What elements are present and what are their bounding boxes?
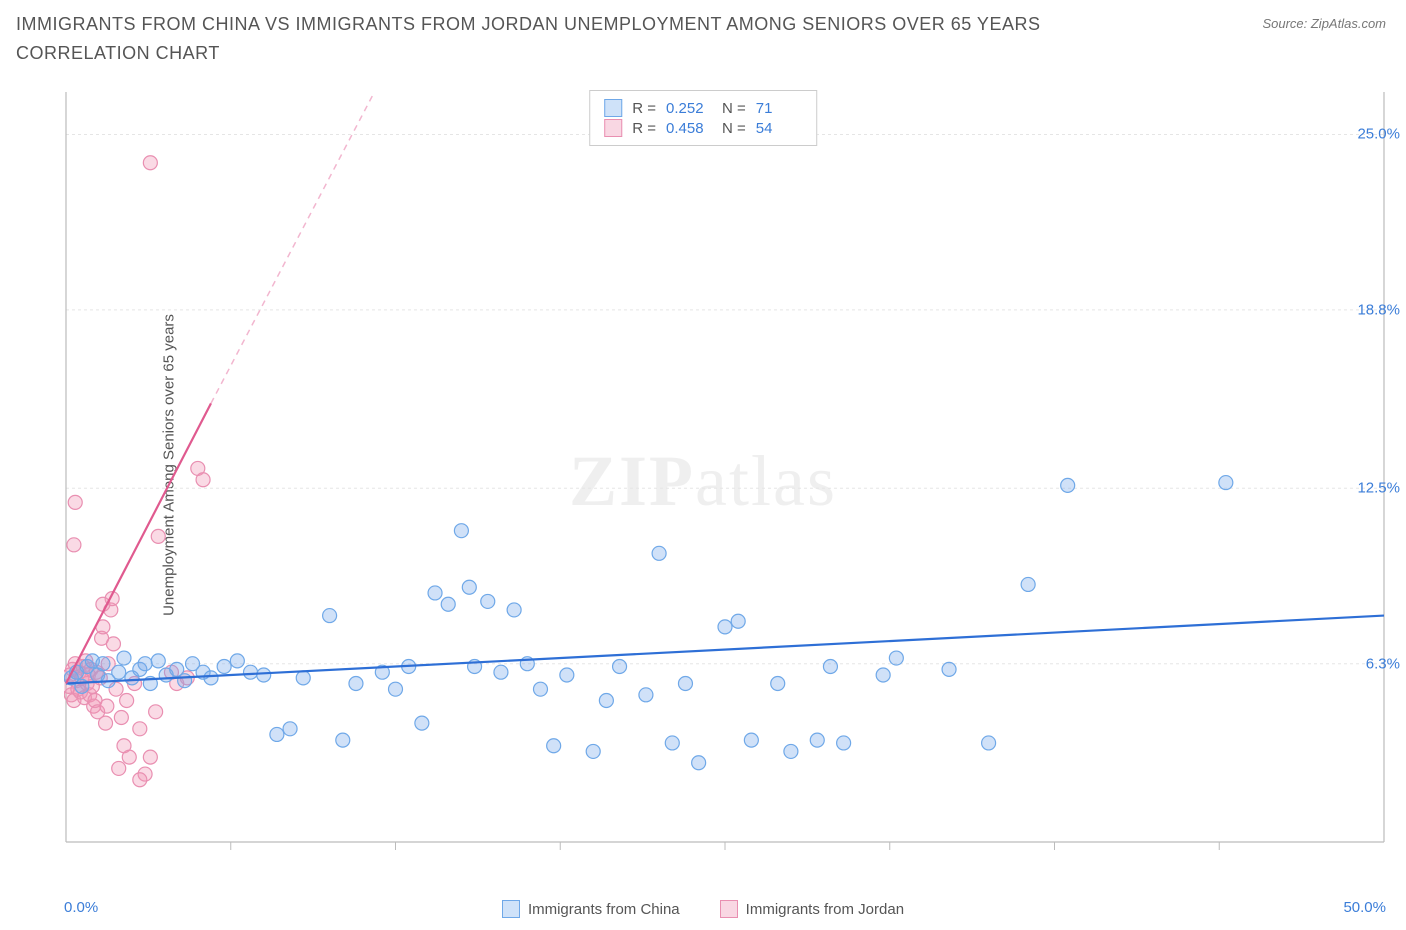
source-label: Source: ZipAtlas.com bbox=[1262, 16, 1386, 31]
x-axis-end-label: 50.0% bbox=[1343, 899, 1386, 916]
n-label: N = bbox=[722, 120, 746, 137]
chart-container: IMMIGRANTS FROM CHINA VS IMMIGRANTS FROM… bbox=[0, 0, 1406, 930]
n-label: N = bbox=[722, 100, 746, 117]
swatch-jordan-icon bbox=[720, 900, 738, 918]
y-tick-label: 25.0% bbox=[1357, 126, 1400, 143]
n-value-jordan: 54 bbox=[756, 120, 802, 137]
stats-row-jordan: R = 0.458 N = 54 bbox=[604, 119, 802, 137]
bottom-legend: Immigrants from China Immigrants from Jo… bbox=[0, 900, 1406, 918]
stats-row-china: R = 0.252 N = 71 bbox=[604, 99, 802, 117]
stats-legend-box: R = 0.252 N = 71 R = 0.458 N = 54 bbox=[589, 90, 817, 146]
y-tick-label: 6.3% bbox=[1366, 655, 1400, 672]
plot-area bbox=[64, 86, 1386, 866]
scatter-chart bbox=[64, 86, 1386, 866]
legend-label-china: Immigrants from China bbox=[528, 901, 680, 918]
title-row: IMMIGRANTS FROM CHINA VS IMMIGRANTS FROM… bbox=[16, 10, 1386, 68]
y-tick-label: 18.8% bbox=[1357, 301, 1400, 318]
r-value-jordan: 0.458 bbox=[666, 120, 712, 137]
swatch-china-icon bbox=[502, 900, 520, 918]
legend-item-china: Immigrants from China bbox=[502, 900, 680, 918]
r-value-china: 0.252 bbox=[666, 100, 712, 117]
legend-item-jordan: Immigrants from Jordan bbox=[720, 900, 904, 918]
r-label: R = bbox=[632, 120, 656, 137]
x-axis-start-label: 0.0% bbox=[64, 899, 98, 916]
y-tick-label: 12.5% bbox=[1357, 480, 1400, 497]
swatch-china-icon bbox=[604, 99, 622, 117]
r-label: R = bbox=[632, 100, 656, 117]
chart-title: IMMIGRANTS FROM CHINA VS IMMIGRANTS FROM… bbox=[16, 10, 1166, 68]
legend-label-jordan: Immigrants from Jordan bbox=[746, 901, 904, 918]
swatch-jordan-icon bbox=[604, 119, 622, 137]
n-value-china: 71 bbox=[756, 100, 802, 117]
